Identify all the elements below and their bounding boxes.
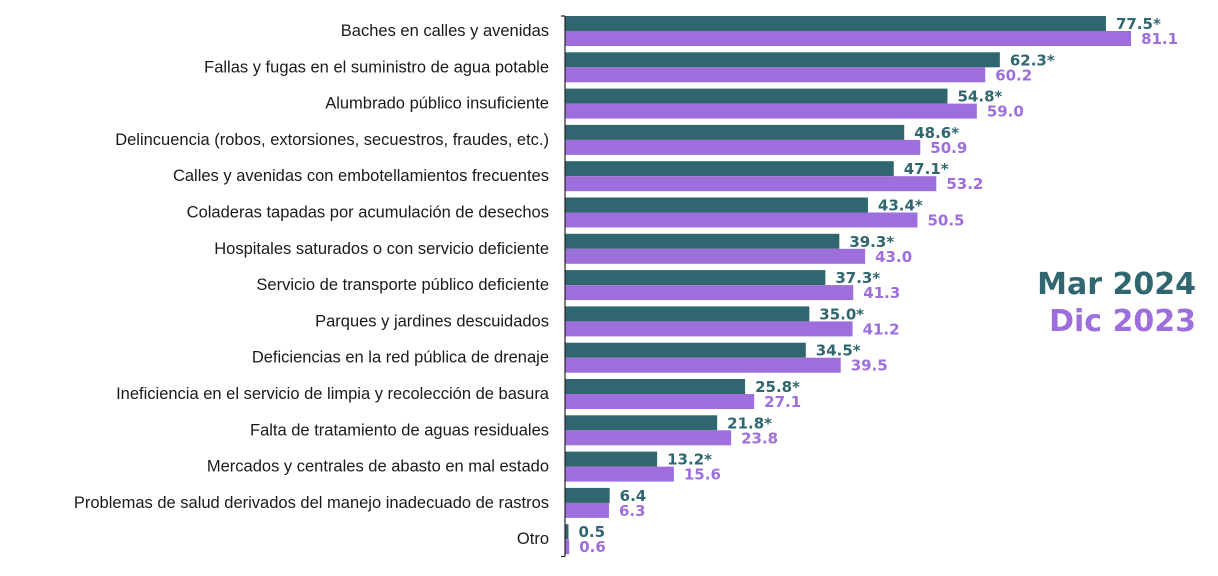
- bar-dic-2023: [565, 248, 866, 264]
- bar-mar-2024: [565, 524, 569, 540]
- bar-mar-2024: [565, 124, 905, 140]
- data-label: 0.5: [578, 523, 605, 541]
- bar-dic-2023: [565, 285, 854, 301]
- bar-mar-2024: [565, 415, 718, 431]
- data-label: 13.2*: [667, 451, 712, 469]
- legend-item-mar-2024: Mar 2024: [1037, 267, 1196, 302]
- bar-dic-2023: [565, 357, 841, 373]
- data-label: 60.2: [995, 66, 1032, 84]
- data-label: 6.4: [620, 487, 647, 505]
- bar-mar-2024: [565, 342, 806, 358]
- legend-item-dic-2023: Dic 2023: [1049, 304, 1196, 339]
- category-label: Deficiencias en la red pública de drenaj…: [252, 349, 549, 367]
- data-label: 48.6*: [914, 124, 959, 142]
- data-label: 39.3*: [849, 233, 894, 251]
- category-label: Falta de tratamiento de aguas residuales: [250, 421, 549, 439]
- data-label: 15.6: [684, 466, 721, 484]
- bar-dic-2023: [565, 466, 674, 482]
- data-label: 21.8*: [727, 414, 772, 432]
- category-label: Calles y avenidas con embotellamientos f…: [173, 167, 549, 185]
- bar-mar-2024: [565, 88, 948, 104]
- category-label: Delincuencia (robos, extorsiones, secues…: [115, 131, 549, 149]
- category-label: Otro: [517, 530, 549, 548]
- category-label: Fallas y fugas en el suministro de agua …: [204, 58, 549, 76]
- data-label: 23.8: [741, 429, 778, 447]
- bar-dic-2023: [565, 321, 853, 337]
- data-label: 81.1: [1141, 30, 1178, 48]
- data-label: 59.0: [987, 103, 1024, 121]
- bar-mar-2024: [565, 161, 894, 177]
- bar-dic-2023: [565, 103, 977, 119]
- bar-dic-2023: [565, 430, 732, 446]
- bar-mar-2024: [565, 487, 610, 503]
- data-label: 27.1: [764, 393, 801, 411]
- bar-mar-2024: [565, 379, 746, 394]
- category-label: Ineficiencia en el servicio de limpia y …: [116, 385, 550, 403]
- bar-mar-2024: [565, 306, 810, 322]
- data-label: 37.3*: [835, 269, 880, 287]
- bar-mar-2024: [565, 451, 658, 467]
- bar-mar-2024: [565, 270, 826, 286]
- category-label: Hospitales saturados o con servicio defi…: [214, 240, 549, 258]
- category-label: Baches en calles y avenidas: [341, 22, 549, 40]
- data-label: 43.0: [875, 248, 912, 266]
- data-label: 25.8*: [755, 378, 800, 396]
- bar-mar-2024: [565, 16, 1106, 31]
- data-label: 6.3: [619, 502, 646, 520]
- bar-dic-2023: [565, 212, 918, 228]
- data-label: 77.5*: [1116, 15, 1161, 33]
- category-label: Mercados y centrales de abasto en mal es…: [207, 458, 549, 476]
- category-label: Parques y jardines descuidados: [315, 312, 549, 330]
- data-label: 53.2: [946, 175, 983, 193]
- data-label: 50.9: [930, 139, 967, 157]
- bar-dic-2023: [565, 31, 1132, 46]
- bar-dic-2023: [565, 67, 986, 83]
- data-label: 62.3*: [1010, 51, 1055, 69]
- data-label: 47.1*: [904, 160, 949, 178]
- bar-dic-2023: [565, 394, 755, 409]
- data-label: 41.2: [863, 320, 900, 338]
- bar-mar-2024: [565, 233, 840, 249]
- data-label: 54.8*: [958, 88, 1003, 106]
- data-label: 50.5: [927, 212, 964, 230]
- data-label: 41.3: [863, 284, 900, 302]
- bar-mar-2024: [565, 197, 868, 213]
- bar-mar-2024: [565, 52, 1000, 68]
- bar-dic-2023: [565, 176, 937, 192]
- bar-dic-2023: [565, 139, 921, 155]
- data-label: 43.4*: [878, 197, 923, 215]
- category-label: Alumbrado público insuficiente: [325, 95, 549, 113]
- category-label: Servicio de transporte público deficient…: [256, 276, 549, 294]
- data-label: 39.5: [851, 357, 888, 375]
- data-label: 0.6: [579, 538, 606, 556]
- bar-dic-2023: [565, 539, 570, 555]
- data-label: 35.0*: [819, 305, 864, 323]
- data-label: 34.5*: [816, 342, 861, 360]
- category-label: Coladeras tapadas por acumulación de des…: [187, 204, 549, 222]
- bar-dic-2023: [565, 502, 609, 518]
- category-label: Problemas de salud derivados del manejo …: [74, 494, 549, 512]
